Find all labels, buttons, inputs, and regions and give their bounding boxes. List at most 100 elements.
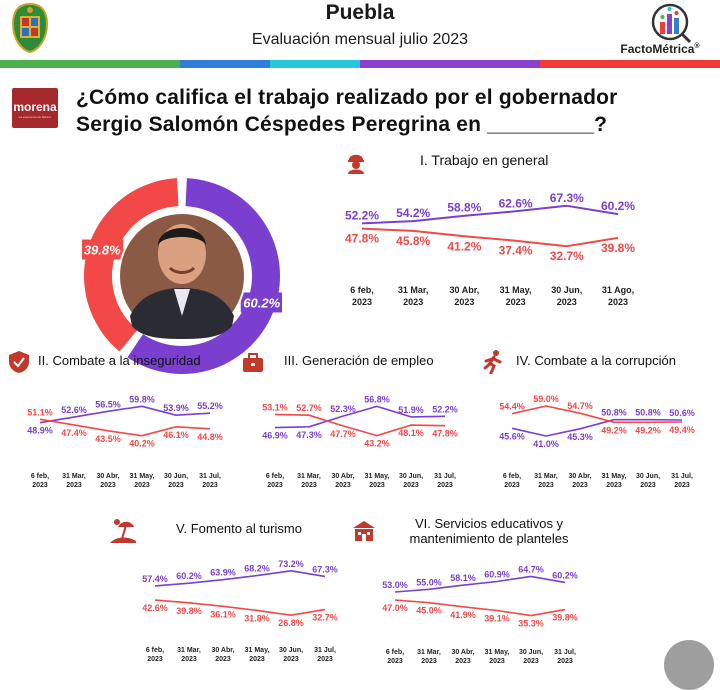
- x-tick-label: 2023: [608, 297, 628, 307]
- data-label: 52.7%: [296, 403, 322, 413]
- x-tick-label: 30 Abr,: [568, 473, 591, 480]
- series-line-0: [511, 418, 683, 437]
- x-tick-label: 6 feb,: [350, 285, 374, 295]
- series-line-1: [39, 418, 211, 437]
- data-label: 47.7%: [330, 429, 356, 439]
- data-label: 39.8%: [552, 613, 578, 623]
- series-line-0: [39, 405, 211, 424]
- data-label: 39.1%: [484, 614, 510, 624]
- data-label: 50.8%: [601, 408, 627, 418]
- x-tick-label: 31 Mar,: [297, 473, 321, 480]
- x-tick-label: 2023: [606, 482, 622, 489]
- data-label: 48.1%: [398, 428, 424, 438]
- series-line-0: [154, 569, 326, 587]
- data-label: 45.0%: [416, 606, 442, 616]
- data-label: 32.7%: [550, 249, 584, 263]
- color-stripe-blue: [180, 60, 270, 68]
- data-label: 67.3%: [312, 564, 338, 574]
- x-tick-label: 2023: [66, 482, 82, 489]
- chart-title-empleo: III. Generación de empleo: [284, 353, 434, 368]
- brand-name: FactoMétrica®: [620, 42, 700, 56]
- x-tick-label: 30 Jun,: [519, 649, 543, 656]
- x-tick-label: 2023: [572, 482, 588, 489]
- data-label: 60.2%: [176, 571, 202, 581]
- x-tick-label: 30 Abr,: [211, 647, 234, 654]
- x-tick-label: 2023: [454, 297, 474, 307]
- x-tick-label: 30 Abr,: [450, 285, 480, 295]
- color-stripe-red: [540, 60, 720, 68]
- data-label: 52.6%: [61, 405, 87, 415]
- line-chart-empleo: 46.9% 47.3% 52.3% 56.8% 51.9% 52.2% 53.1% 52.7%…: [262, 394, 458, 489]
- x-tick-label: 31 Mar,: [177, 647, 201, 654]
- data-label: 58.1%: [450, 573, 476, 583]
- data-label: 54.4%: [499, 402, 525, 412]
- state-seal-icon: [11, 2, 49, 54]
- data-label: 43.5%: [95, 434, 121, 444]
- color-stripe-purple: [360, 60, 540, 68]
- x-tick-label: 2023: [202, 482, 218, 489]
- x-tick-label: 2023: [283, 656, 299, 663]
- x-tick-label: 2023: [215, 656, 231, 663]
- x-tick-label: 30 Abr,: [331, 473, 354, 480]
- line-chart-turismo: 57.4% 60.2% 63.9% 68.2% 73.2% 67.3% 42.6% 39.8%…: [142, 559, 338, 663]
- data-label: 49.2%: [635, 425, 661, 435]
- line-chart-corrupcion: 45.6% 41.0% 45.3% 50.8% 50.8% 50.6% 54.4% 59.0%…: [499, 394, 695, 489]
- data-label: 68.2%: [244, 564, 270, 574]
- donut-slice-1: [84, 178, 179, 352]
- x-tick-label: 30 Jun,: [399, 473, 423, 480]
- governor-photo: [118, 212, 246, 340]
- series-line-0: [394, 575, 566, 593]
- data-label: 60.9%: [484, 569, 510, 579]
- x-tick-label: 2023: [100, 482, 116, 489]
- x-tick-label: 31 May,: [245, 647, 270, 654]
- worker-icon: [348, 154, 364, 174]
- x-tick-label: 31 Mar,: [534, 473, 558, 480]
- x-tick-label: 30 Abr,: [96, 473, 119, 480]
- data-label: 50.8%: [635, 408, 661, 418]
- chart-title-educativos: VI. Servicios educativos y mantenimiento…: [409, 516, 569, 546]
- data-label: 57.4%: [142, 574, 168, 584]
- x-tick-label: 31 May,: [602, 473, 627, 480]
- factometrica-logo: [651, 3, 692, 44]
- donut-slice-0: [127, 178, 280, 374]
- x-tick-label: 31 Jul,: [671, 473, 693, 480]
- question-line-1: ¿Cómo califica el trabajo realizado por …: [76, 86, 618, 109]
- data-label: 41.0%: [533, 439, 559, 449]
- data-label: 52.3%: [330, 404, 356, 414]
- x-tick-label: 2023: [267, 482, 283, 489]
- data-label: 56.8%: [364, 394, 390, 404]
- line-chart-educativos: 53.0% 55.0% 58.1% 60.9% 64.7% 60.2% 47.0% 45.0%…: [382, 564, 578, 665]
- data-label: 47.8%: [345, 232, 379, 246]
- x-tick-label: 2023: [387, 658, 403, 665]
- line-chart-trabajo: 52.2% 54.2% 58.8% 62.6% 67.3% 60.2% 47.8% 45.8%…: [345, 191, 635, 307]
- data-label: 55.0%: [416, 577, 442, 587]
- data-label: 47.0%: [382, 603, 408, 613]
- briefcase-icon: [243, 353, 263, 372]
- x-tick-label: 2023: [437, 482, 453, 489]
- x-tick-label: 2023: [249, 656, 265, 663]
- data-label: 36.1%: [210, 609, 236, 619]
- data-label: 59.0%: [533, 394, 559, 404]
- x-tick-label: 6 feb,: [503, 473, 521, 480]
- page-corner-badge: [664, 640, 714, 690]
- x-tick-label: 2023: [147, 656, 163, 663]
- data-label: 48.9%: [27, 426, 53, 436]
- x-tick-label: 6 feb,: [31, 473, 49, 480]
- x-tick-label: 2023: [674, 482, 690, 489]
- data-label: 47.8%: [432, 429, 458, 439]
- x-tick-label: 6 feb,: [146, 647, 164, 654]
- school-icon: [353, 521, 375, 541]
- series-line-1: [274, 413, 446, 437]
- data-label: 59.8%: [129, 394, 155, 404]
- series-line-1: [511, 405, 683, 424]
- data-label: 31.8%: [244, 613, 270, 623]
- x-tick-label: 2023: [523, 658, 539, 665]
- x-tick-label: 30 Jun,: [551, 285, 582, 295]
- data-label: 32.7%: [312, 613, 338, 623]
- data-label: 64.7%: [518, 564, 544, 574]
- x-tick-label: 2023: [557, 658, 573, 665]
- x-tick-label: 2023: [369, 482, 385, 489]
- data-label: 45.8%: [396, 234, 430, 248]
- data-label: 54.7%: [567, 401, 593, 411]
- data-label: 51.9%: [398, 405, 424, 415]
